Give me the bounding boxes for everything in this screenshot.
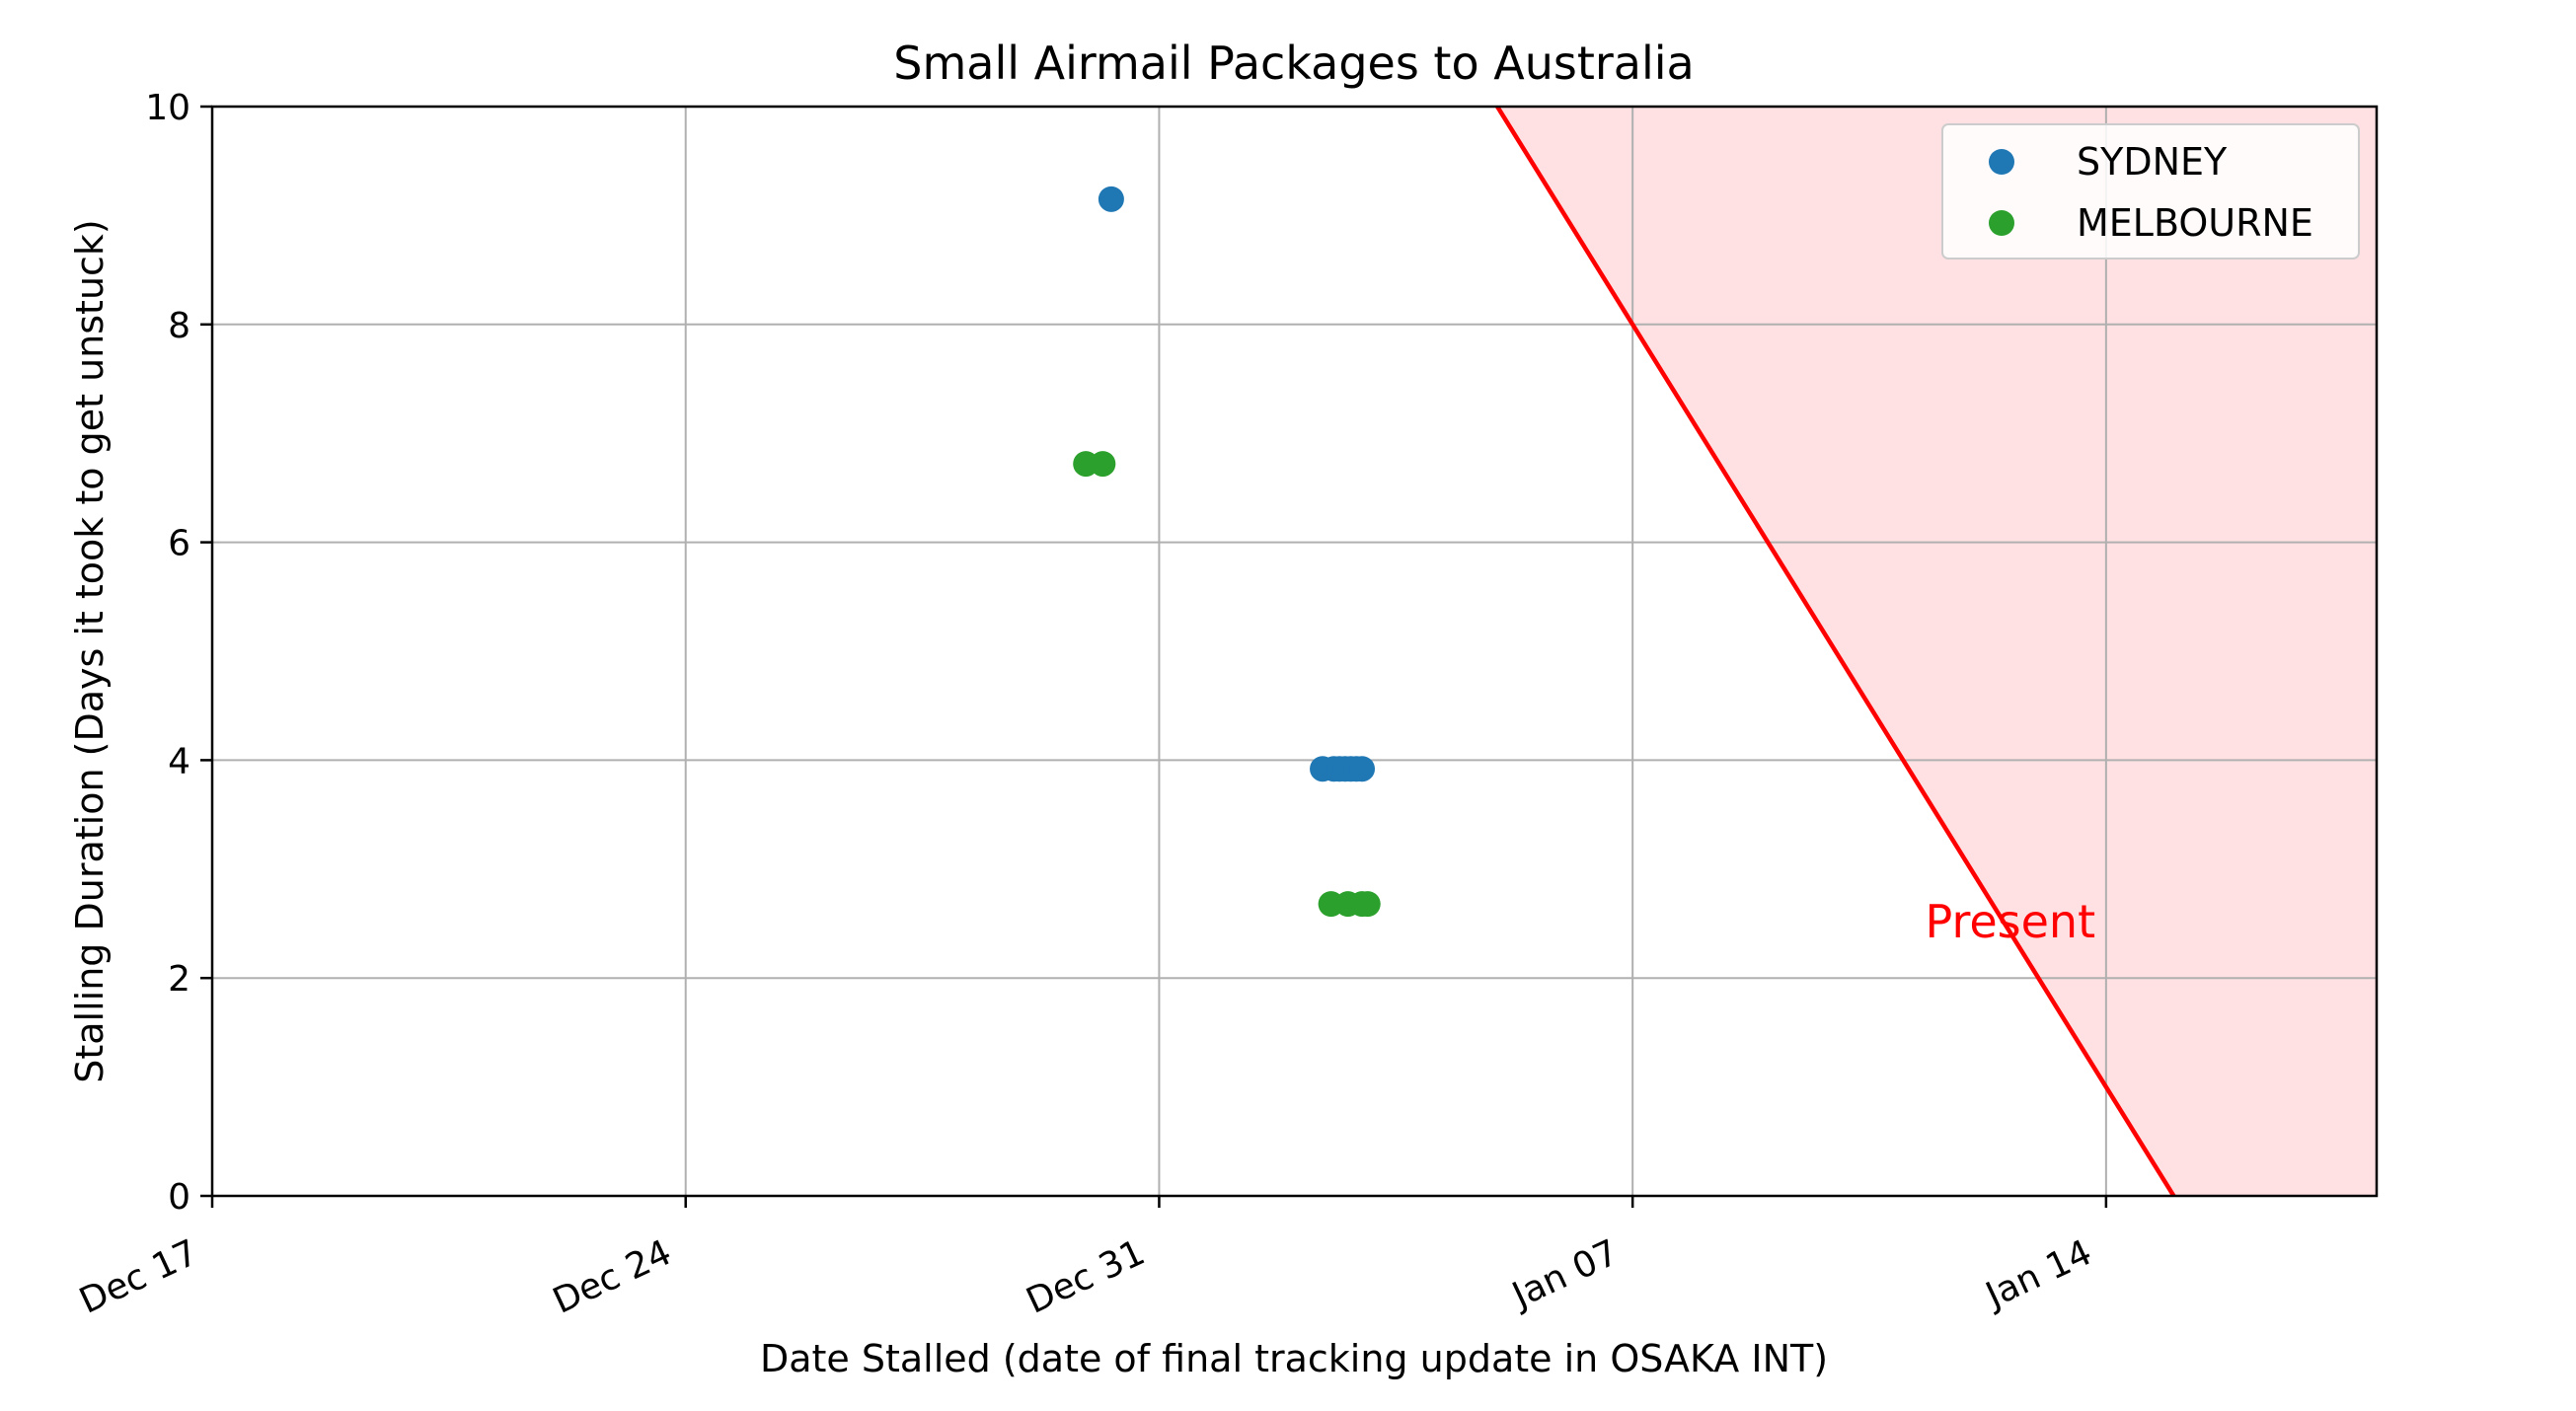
legend-box [1941,123,2360,260]
y-tick-label: 4 [168,741,190,781]
data-point-sydney [1098,186,1124,212]
y-tick-label: 10 [145,88,190,128]
present-future-region [1497,107,2377,1196]
y-tick-label: 2 [168,959,190,1000]
y-tick-label: 0 [168,1177,190,1218]
present-annotation: Present [1926,895,2096,948]
legend-marker-melbourne [1989,210,2014,236]
present-shaded-region-layer [1497,107,2377,1196]
legend-label-melbourne: MELBOURNE [2077,201,2313,245]
data-point-sydney [1349,756,1376,782]
x-axis-label: Date Stalled (date of final tracking upd… [760,1337,1828,1380]
y-axis-label: Stalling Duration (Days it took to get u… [68,219,112,1083]
y-tick-label: 8 [168,306,190,346]
data-points-layer [1073,186,1381,918]
legend-label-sydney: SYDNEY [2077,140,2228,184]
present-line-layer [1494,107,2177,1196]
legend: SYDNEY MELBOURNE [1941,123,2360,260]
plot-frame [210,105,2379,1198]
legend-marker-sydney [1989,149,2014,175]
chart-title: Small Airmail Packages to Australia [893,37,1694,90]
present-line [1494,107,2177,1196]
data-point-melbourne [1090,451,1116,478]
data-point-melbourne [1354,891,1381,918]
y-tick-label: 6 [168,524,190,564]
